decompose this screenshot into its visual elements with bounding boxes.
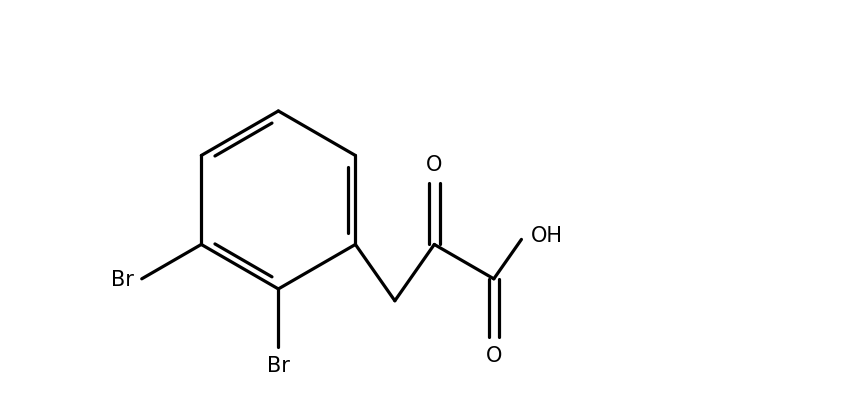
Text: Br: Br <box>110 269 134 289</box>
Text: O: O <box>485 346 502 366</box>
Text: O: O <box>426 155 443 175</box>
Text: Br: Br <box>267 355 290 375</box>
Text: OH: OH <box>531 226 563 246</box>
